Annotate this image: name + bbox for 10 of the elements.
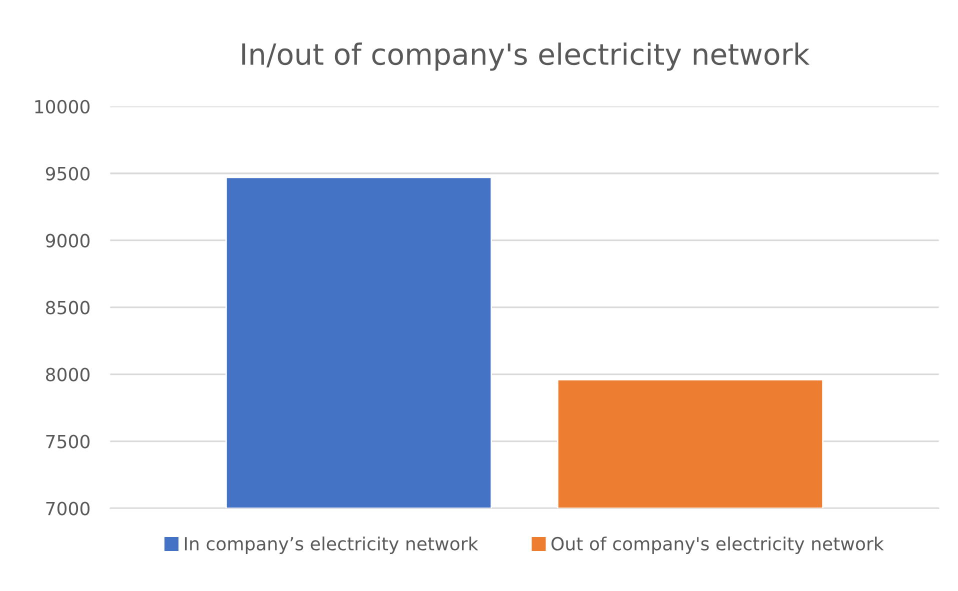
chart-title: In/out of company's electricity network: [242, 42, 810, 71]
y-tick-label: 9000: [46, 234, 90, 248]
y-tick-label: 7500: [46, 434, 90, 448]
y-tick-label: 9500: [46, 166, 90, 180]
y-tick-label: 8500: [46, 300, 90, 314]
y-tick-label: 8000: [46, 368, 90, 382]
y-tick-label: 10000: [35, 100, 90, 114]
y-tick-label: 7000: [46, 502, 90, 516]
legend-label: In company’s electricity network: [184, 536, 478, 554]
legend-label: Out of company's electricity network: [551, 536, 884, 554]
